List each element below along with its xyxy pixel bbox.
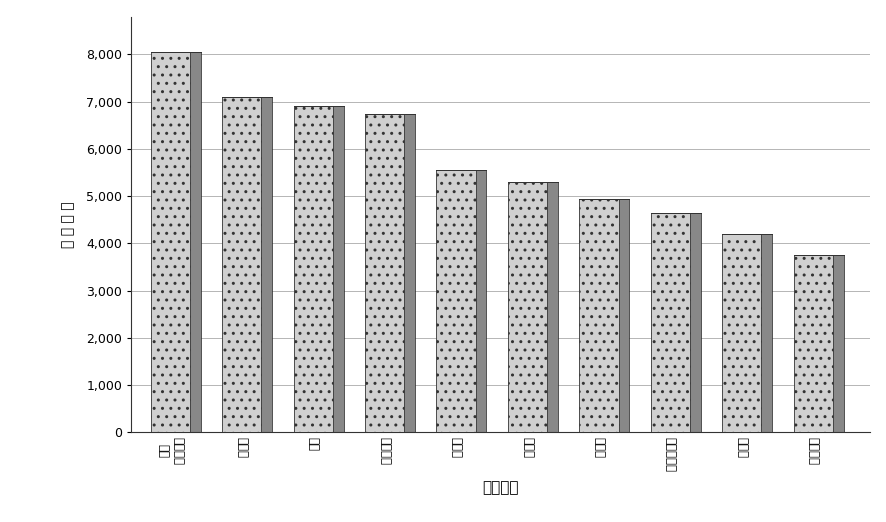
- X-axis label: 기술분야: 기술분야: [482, 480, 518, 495]
- Y-axis label: 수 건 현 문: 수 건 현 문: [61, 201, 75, 248]
- Bar: [721, 234, 760, 432]
- Polygon shape: [190, 52, 200, 432]
- Polygon shape: [760, 234, 771, 432]
- Polygon shape: [832, 255, 843, 432]
- Bar: [151, 52, 190, 432]
- Polygon shape: [547, 182, 557, 432]
- Bar: [436, 170, 475, 432]
- Polygon shape: [689, 213, 700, 432]
- Polygon shape: [332, 106, 343, 432]
- Bar: [650, 213, 689, 432]
- Bar: [793, 255, 832, 432]
- Bar: [365, 113, 404, 432]
- Bar: [222, 97, 261, 432]
- Polygon shape: [475, 170, 486, 432]
- Bar: [293, 106, 332, 432]
- Bar: [579, 198, 618, 432]
- Polygon shape: [618, 198, 628, 432]
- Polygon shape: [261, 97, 272, 432]
- Polygon shape: [404, 113, 415, 432]
- Bar: [508, 182, 547, 432]
